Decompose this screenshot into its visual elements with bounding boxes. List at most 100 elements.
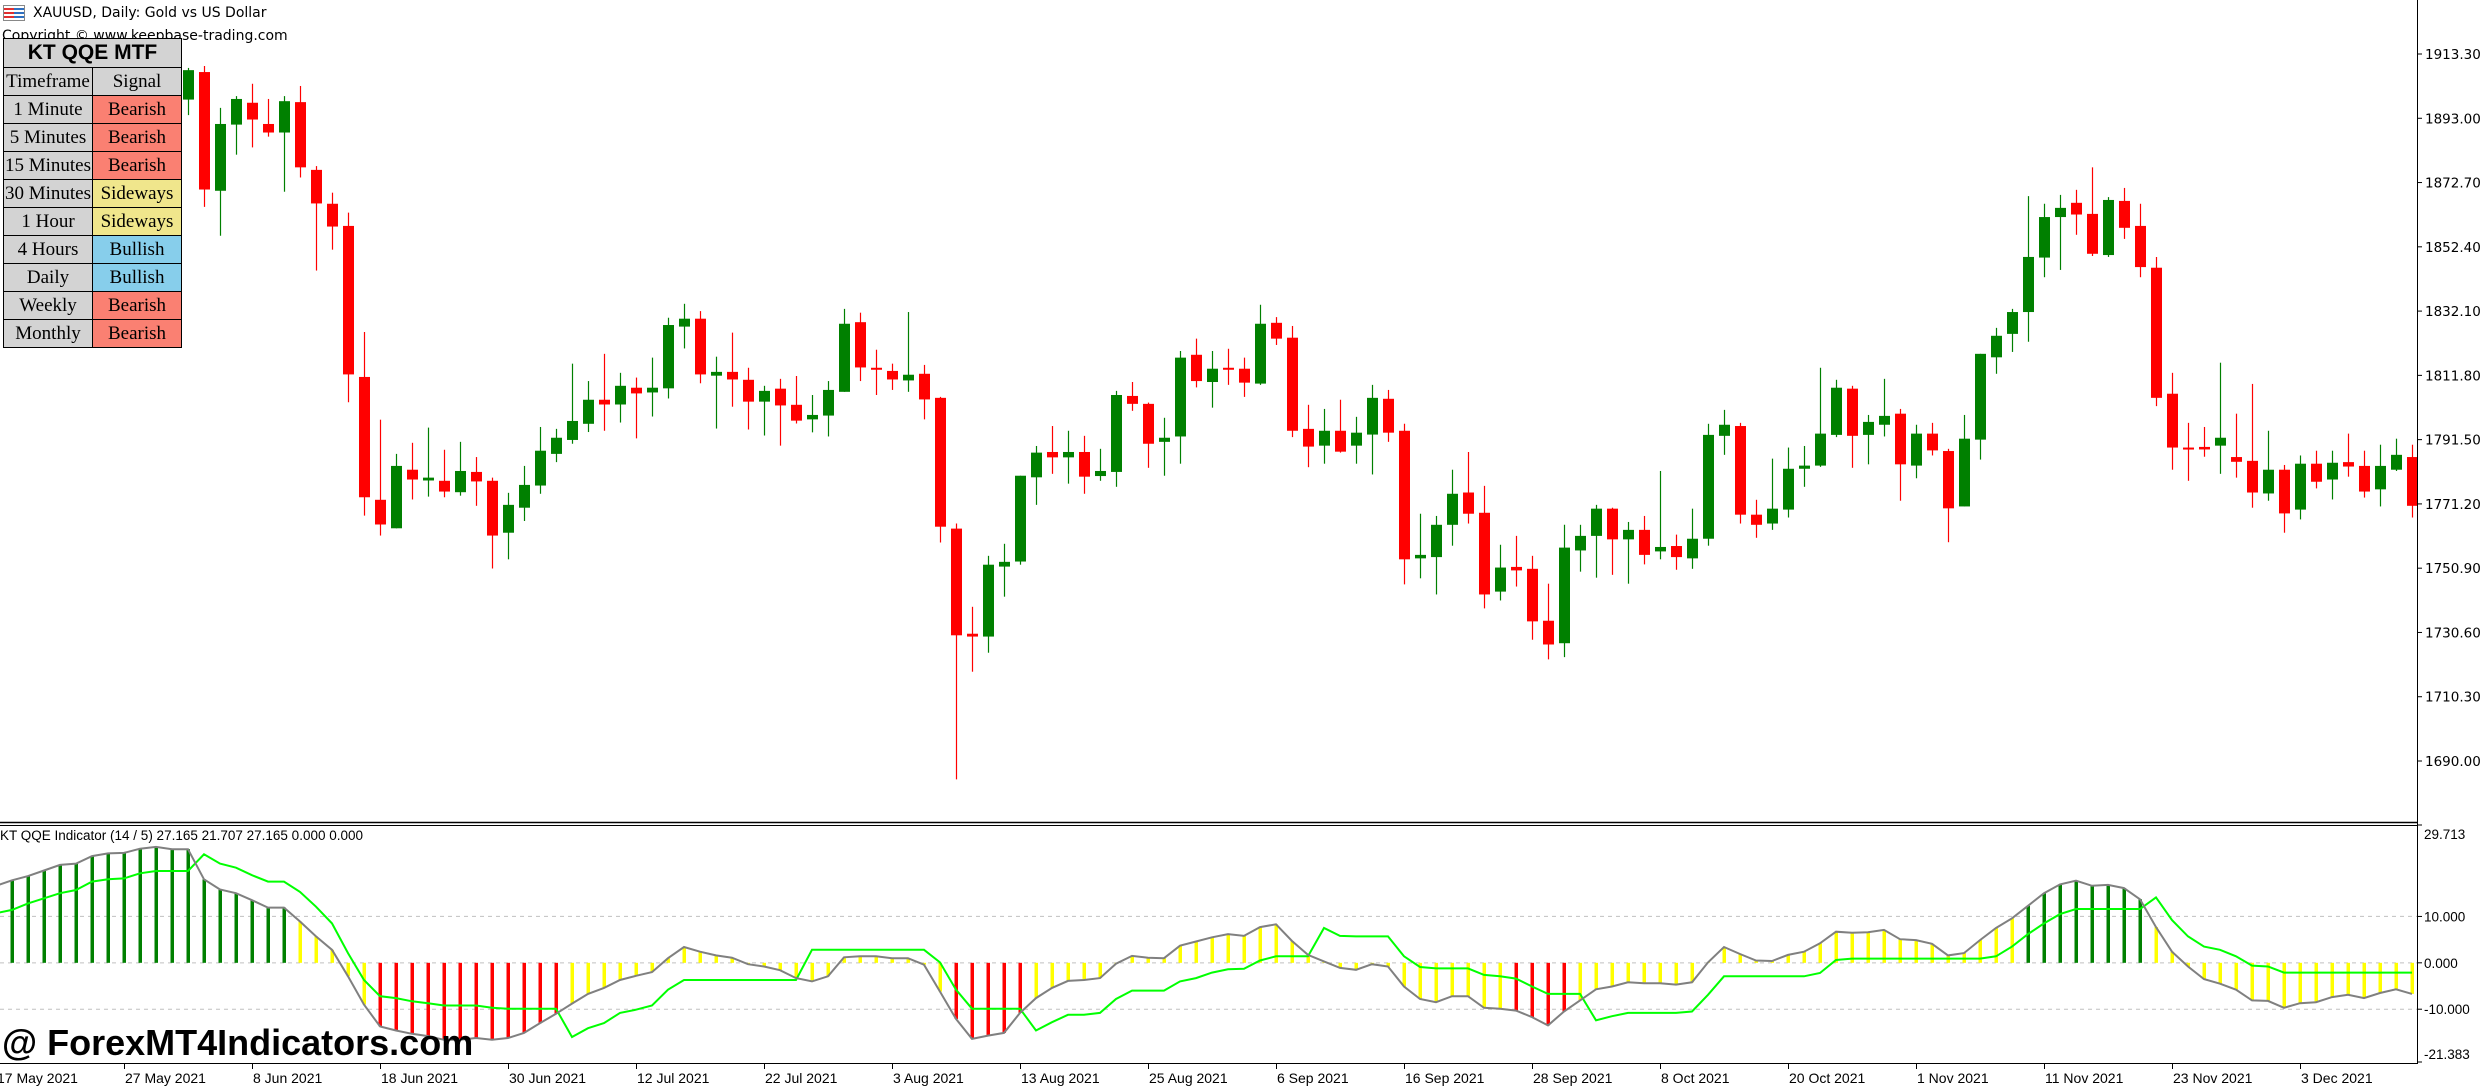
histogram-bar xyxy=(810,962,814,982)
signal-cell: Bearish xyxy=(92,151,182,180)
bearish-candle xyxy=(1639,515,1650,565)
bullish-candle xyxy=(583,381,594,433)
bullish-candle xyxy=(1575,524,1586,572)
candle-body xyxy=(2391,454,2402,470)
signal-cell: Bearish xyxy=(92,291,182,320)
bullish-candle xyxy=(679,303,690,349)
bearish-candle xyxy=(2407,444,2418,518)
histogram-bar xyxy=(1658,962,1662,984)
date-label: 1 Nov 2021 xyxy=(1917,1070,1989,1086)
bullish-candle xyxy=(1095,448,1106,481)
indicator-axis[interactable]: 29.713 10.000 0.000 -10.000 -21.383 xyxy=(2417,824,2470,1063)
bullish-candle xyxy=(2327,450,2338,500)
histogram-bar xyxy=(1178,945,1182,963)
column-header-timeframe: Timeframe xyxy=(3,67,93,96)
bearish-candle xyxy=(2311,450,2322,489)
histogram-bar xyxy=(586,962,590,994)
candle-body xyxy=(199,72,210,190)
bearish-candle xyxy=(2279,464,2290,533)
candle-body xyxy=(391,465,402,529)
candle-body xyxy=(1991,335,2002,358)
qqe-lines xyxy=(0,845,2413,1041)
bullish-candle xyxy=(999,543,1010,597)
histogram-bar xyxy=(1418,962,1422,999)
time-axis[interactable]: 17 May 2021 27 May 2021 8 Jun 2021 18 Jun 2… xyxy=(0,1063,2373,1086)
date-label: 13 Aug 2021 xyxy=(1021,1070,1100,1086)
candle-body xyxy=(583,399,594,424)
bullish-candle xyxy=(1447,469,1458,546)
chart-window-icon xyxy=(3,5,25,21)
histogram-bar xyxy=(906,958,910,963)
histogram-bar xyxy=(1210,937,1214,963)
candle-body xyxy=(1479,512,1490,595)
bearish-candle xyxy=(2151,256,2162,407)
histogram-bar xyxy=(234,893,238,963)
histogram-bar xyxy=(42,870,46,963)
candle-body xyxy=(279,101,290,133)
histogram-bar xyxy=(1242,935,1246,963)
indicator-label: 10.000 xyxy=(2424,909,2465,924)
candle-body xyxy=(1367,397,1378,435)
bullish-candle xyxy=(1767,458,1778,530)
histogram-bar xyxy=(1386,962,1390,967)
candle-body xyxy=(1271,322,1282,339)
signal-line xyxy=(0,853,2412,1039)
histogram-bar xyxy=(90,856,94,963)
candle-body xyxy=(2279,469,2290,514)
candle-body xyxy=(2183,447,2194,450)
candle-body xyxy=(1767,508,1778,524)
bullish-candle xyxy=(903,312,914,392)
histogram-bar xyxy=(2250,962,2254,1001)
bearish-candle xyxy=(1191,338,1202,388)
candle-body xyxy=(1751,514,1762,525)
price-axis[interactable]: 1913.30 1893.00 1872.70 1852.40 1832.10 1811.… xyxy=(2417,47,2480,770)
table-row: 1 Hour Sideways xyxy=(3,207,182,236)
candle-body xyxy=(1543,620,1554,645)
candle-body xyxy=(455,470,466,493)
price-label: 1872.70 xyxy=(2425,176,2480,192)
candle-body xyxy=(1399,430,1410,560)
candle-body xyxy=(2407,457,2418,506)
bullish-candle xyxy=(1975,353,1986,460)
candle-body xyxy=(1511,566,1522,571)
price-candles xyxy=(183,66,2418,780)
bearish-candle xyxy=(1479,485,1490,609)
bearish-candle xyxy=(407,442,418,500)
histogram-bar xyxy=(1130,955,1134,963)
histogram-bar xyxy=(10,880,14,963)
bearish-candle xyxy=(2167,372,2178,470)
candle-body xyxy=(679,318,690,327)
bullish-candle xyxy=(615,372,626,423)
bullish-candle xyxy=(535,426,546,494)
histogram-bar xyxy=(490,962,494,1040)
candle-body xyxy=(967,633,978,637)
chart-title-bar: XAUUSD, Daily: Gold vs US Dollar xyxy=(3,3,267,23)
bullish-candle xyxy=(2391,438,2402,471)
candle-body xyxy=(1207,368,1218,383)
histogram-bar xyxy=(2410,962,2414,994)
candle-body xyxy=(2151,267,2162,398)
histogram-bar xyxy=(2010,918,2014,963)
histogram-bar xyxy=(1146,957,1150,963)
candle-body xyxy=(1175,357,1186,437)
bullish-candle xyxy=(1367,384,1378,475)
table-row: 5 Minutes Bearish xyxy=(3,123,182,152)
candle-body xyxy=(1527,568,1538,622)
candle-body xyxy=(2231,457,2242,462)
histogram-bar xyxy=(1818,943,1822,963)
date-label: 6 Sep 2021 xyxy=(1277,1070,1349,1086)
table-row: 15 Minutes Bearish xyxy=(3,151,182,180)
candle-body xyxy=(1031,452,1042,478)
bearish-candle xyxy=(2199,426,2210,457)
candle-body xyxy=(951,528,962,636)
bullish-candle xyxy=(2215,362,2226,474)
histogram-bar xyxy=(1978,940,1982,963)
candle-body xyxy=(1495,567,1506,592)
candle-body xyxy=(1863,421,1874,435)
histogram-bar xyxy=(1514,962,1518,1011)
bullish-candle xyxy=(983,555,994,653)
bearish-candle xyxy=(1943,448,1954,543)
histogram-bar xyxy=(106,853,110,963)
date-label: 27 May 2021 xyxy=(125,1070,206,1086)
